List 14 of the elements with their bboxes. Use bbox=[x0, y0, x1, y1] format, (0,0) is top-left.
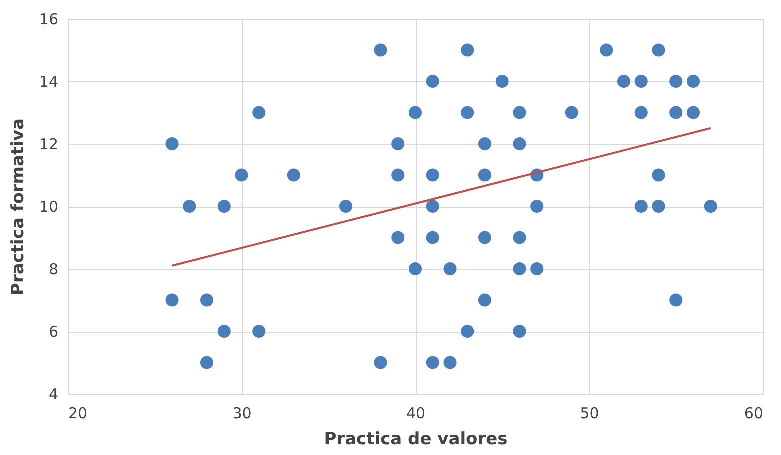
y-tick-label: 8 bbox=[48, 260, 58, 278]
x-tick-label: 30 bbox=[232, 404, 252, 422]
x-tick-label: 40 bbox=[406, 404, 426, 422]
x-tick-label: 50 bbox=[580, 404, 600, 422]
x-axis-title: Practica de valores bbox=[324, 430, 508, 450]
y-tick-label: 12 bbox=[39, 136, 58, 154]
y-tick-label: 16 bbox=[39, 10, 58, 28]
y-axis-title: Practica formativa bbox=[8, 118, 28, 296]
y-tick-label: 4 bbox=[48, 386, 58, 404]
y-tick-label: 14 bbox=[39, 73, 58, 91]
x-tick-label: 60 bbox=[744, 404, 764, 422]
x-tick-label: 20 bbox=[68, 404, 88, 422]
y-tick-label: 10 bbox=[39, 198, 58, 216]
y-tick-label: 6 bbox=[48, 323, 58, 341]
